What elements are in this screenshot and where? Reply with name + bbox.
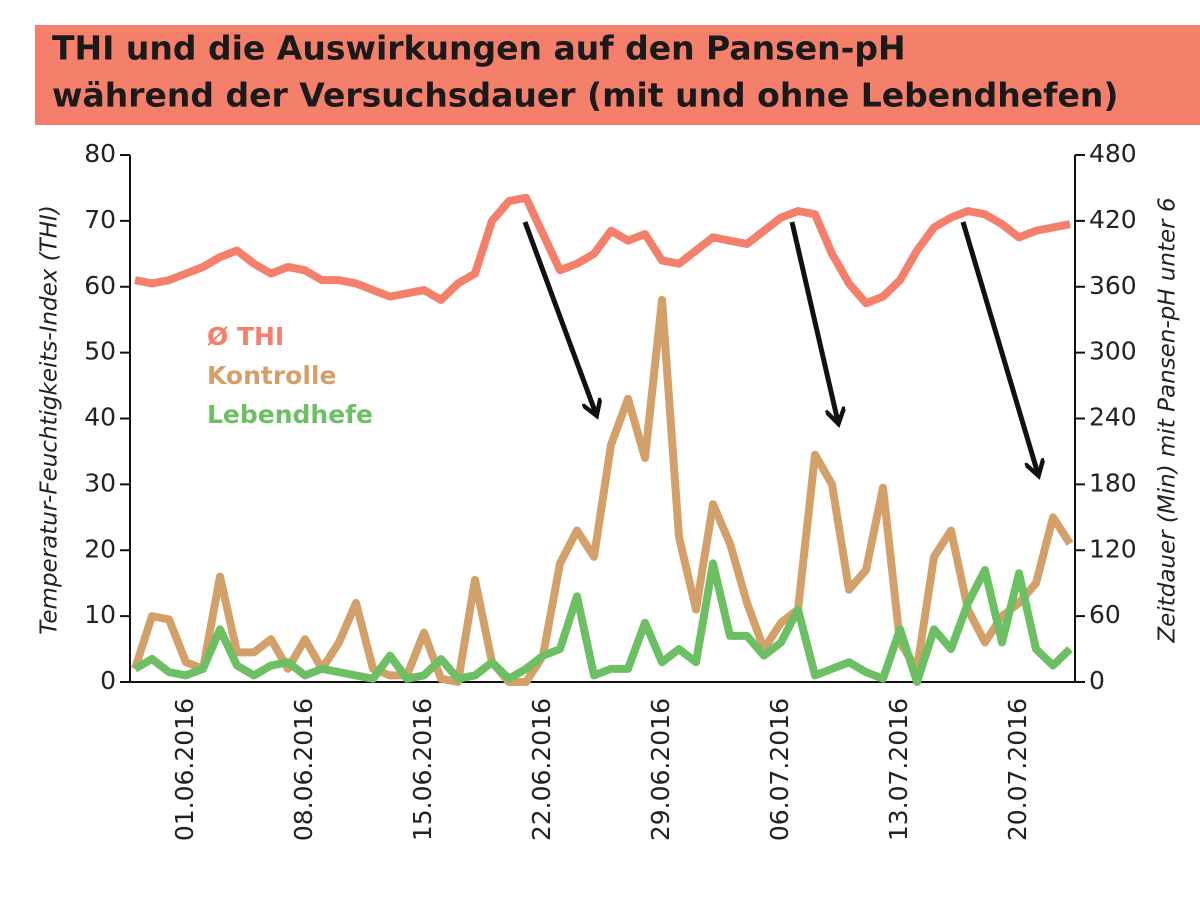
y2-tick-label: 60 — [1089, 600, 1121, 629]
x-tick-label: 13.07.2016 — [884, 698, 913, 841]
y-tick-label: 80 — [84, 139, 116, 168]
arrows — [522, 221, 1038, 474]
y2-axis-label: Zeitdauer (Min) mit Pansen-pH unter 6 — [1155, 197, 1181, 643]
title-banner — [35, 25, 1200, 125]
x-tick-label: 20.07.2016 — [1003, 698, 1032, 841]
x-tick-label: 15.06.2016 — [408, 698, 437, 841]
x-tick-label: 22.06.2016 — [527, 698, 556, 841]
y2-tick-label: 360 — [1089, 271, 1137, 300]
arrow — [789, 221, 838, 422]
y-tick-label: 60 — [84, 271, 116, 300]
series-line — [132, 559, 1073, 686]
y-axis-label: Temperatur-Feuchtigkeits-Index (THI) — [37, 205, 63, 635]
x-tick-label: 06.07.2016 — [765, 698, 794, 841]
y-tick-label: 50 — [84, 337, 116, 366]
y2-tick-label: 240 — [1089, 403, 1137, 432]
y2-tick-label: 120 — [1089, 534, 1137, 563]
y-tick-label: 0 — [100, 666, 116, 695]
chart-title: während der Versuchsdauer (mit und ohne … — [52, 76, 1118, 115]
y2-tick-label: 300 — [1089, 337, 1137, 366]
x-tick-label: 08.06.2016 — [289, 698, 318, 841]
arrow — [522, 221, 596, 414]
x-tick-label: 01.06.2016 — [170, 698, 199, 841]
y-tick-label: 30 — [84, 468, 116, 497]
y-tick-label: 20 — [84, 534, 116, 563]
series-line — [131, 295, 1074, 686]
arrow — [960, 221, 1038, 474]
y2-tick-label: 0 — [1089, 666, 1105, 695]
series-line — [134, 193, 1071, 308]
y2-tick-label: 180 — [1089, 468, 1137, 497]
x-tick-label: 29.06.2016 — [646, 698, 675, 841]
legend-label: Kontrolle — [207, 361, 336, 390]
legend-label: Lebendhefe — [207, 400, 373, 429]
y2-tick-label: 420 — [1089, 205, 1137, 234]
y-tick-label: 10 — [84, 600, 116, 629]
y-tick-label: 40 — [84, 403, 116, 432]
legend-label: Ø THI — [207, 322, 284, 351]
y2-tick-label: 480 — [1089, 139, 1137, 168]
y-tick-label: 70 — [84, 205, 116, 234]
chart-title: THI und die Auswirkungen auf den Pansen-… — [52, 29, 906, 68]
